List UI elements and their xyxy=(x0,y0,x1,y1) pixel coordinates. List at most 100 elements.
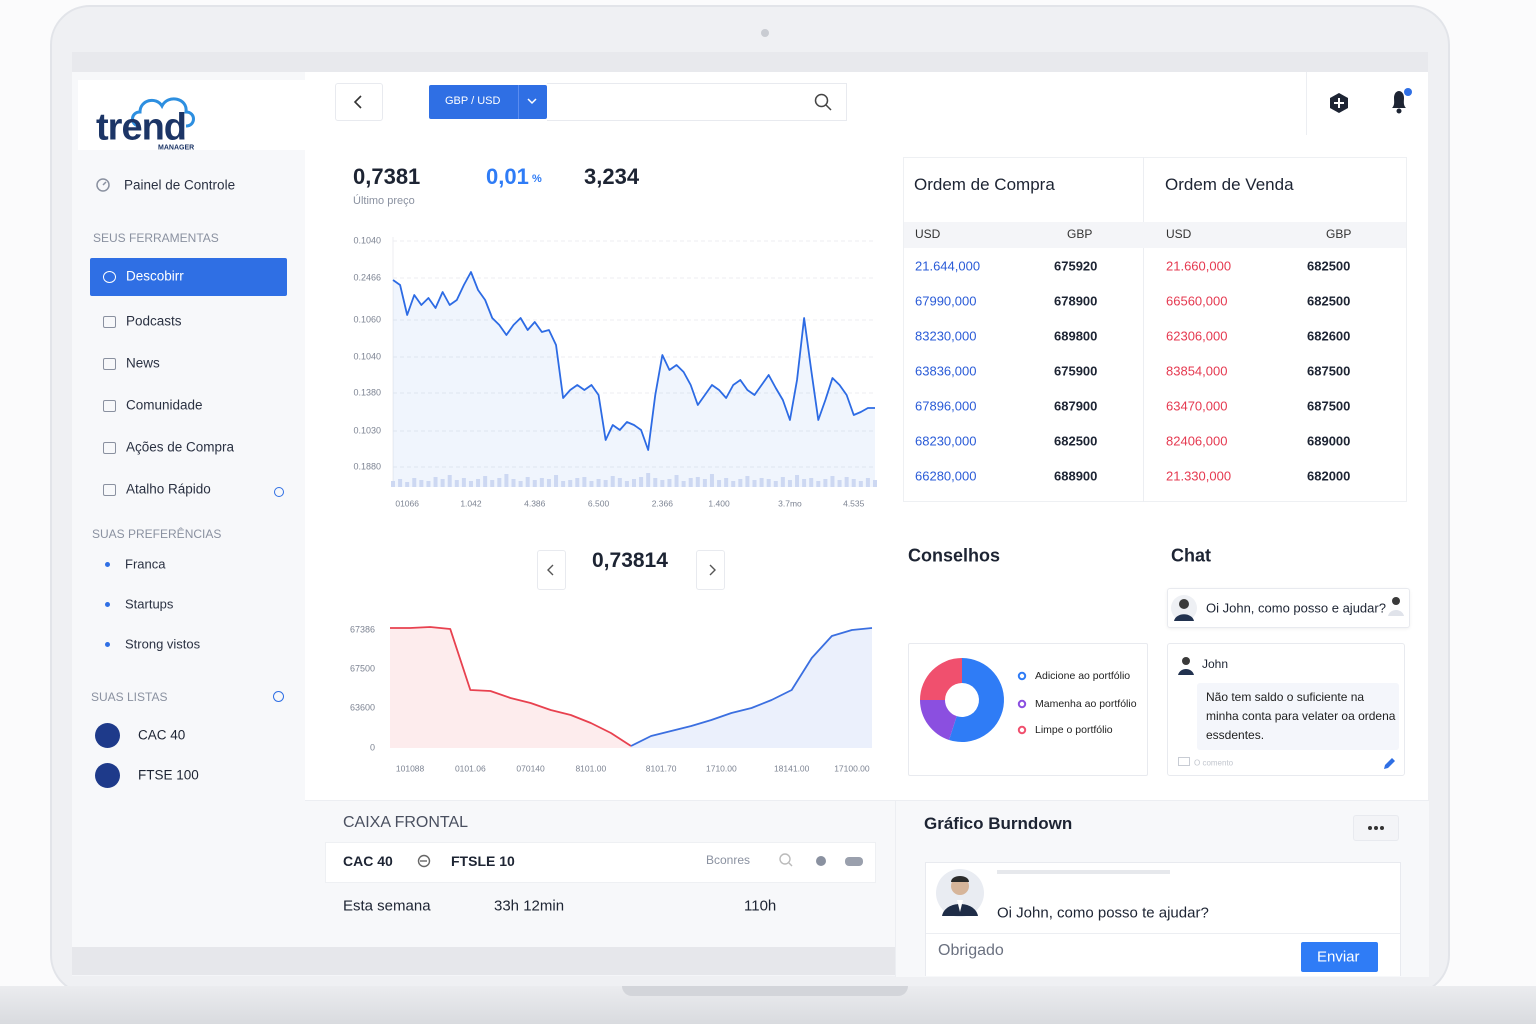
volume-bar xyxy=(809,478,814,487)
volume-bar xyxy=(426,481,431,487)
add-list-ring[interactable] xyxy=(273,691,284,702)
prev-icon xyxy=(547,564,554,576)
volume-bar xyxy=(653,478,658,487)
nav-item[interactable]: Comunidade xyxy=(126,397,203,413)
nav-dashboard[interactable]: Painel de Controle xyxy=(124,177,236,193)
volume-bar xyxy=(787,480,792,487)
nav-item[interactable]: Podcasts xyxy=(126,313,182,329)
x-tick-label: 2.366 xyxy=(652,498,674,508)
volume-bar xyxy=(490,480,495,487)
edit-icon[interactable] xyxy=(1382,757,1396,771)
volume-bar xyxy=(582,477,587,487)
volume-bar xyxy=(702,479,707,487)
order-price: 83230,000 xyxy=(915,328,977,344)
volume-bar xyxy=(568,480,573,487)
toolbar-icons[interactable] xyxy=(778,852,868,870)
list-badge xyxy=(95,723,120,748)
volume-bar xyxy=(667,479,672,487)
sidebar xyxy=(72,72,306,947)
tab[interactable]: FTSLE 10 xyxy=(451,853,515,869)
area-fill xyxy=(393,272,875,487)
nav-item[interactable]: Atalho Rápido xyxy=(126,481,211,497)
volume-bar xyxy=(518,481,523,487)
volume-bar xyxy=(532,480,537,487)
legend-marker xyxy=(1017,725,1027,735)
typing-bar xyxy=(997,870,1170,874)
volume-bar xyxy=(440,479,445,487)
nav-item[interactable]: Ações de Compra xyxy=(126,439,235,455)
column-header: USD xyxy=(915,227,941,241)
volume-bar xyxy=(759,478,764,487)
nav-item[interactable]: News xyxy=(126,355,160,371)
volume-bar xyxy=(596,479,601,487)
tool-icon xyxy=(103,271,116,283)
next-icon xyxy=(709,564,716,576)
column-header: GBP xyxy=(1067,227,1093,241)
mail-icon xyxy=(1178,757,1190,766)
back-button[interactable] xyxy=(335,83,383,121)
volume-bar xyxy=(766,479,771,487)
volume-bar xyxy=(461,478,466,487)
volume-bar xyxy=(589,481,594,487)
list-item[interactable]: CAC 40 xyxy=(138,727,186,743)
volume-bar xyxy=(660,480,665,487)
volume-bar xyxy=(816,481,821,487)
volume-bar xyxy=(795,475,800,487)
chart-prev-button[interactable] xyxy=(537,550,566,590)
bell-icon[interactable] xyxy=(1388,87,1414,115)
add-icon[interactable] xyxy=(1328,92,1350,114)
volume-bar xyxy=(639,477,644,487)
bullet xyxy=(105,562,110,567)
volume-bar xyxy=(717,480,722,487)
order-amount: 675900 xyxy=(1054,363,1098,379)
volume-bar xyxy=(603,480,608,487)
area-fill xyxy=(390,627,631,748)
legend-label: Limpe o portfólio xyxy=(1035,724,1113,736)
send-label: Enviar xyxy=(1317,948,1360,966)
burndown-message: Oi John, como posso te ajudar? xyxy=(997,904,1209,922)
advice-title: Conselhos xyxy=(908,545,1001,566)
order-price: 67896,000 xyxy=(915,398,977,414)
message-input[interactable]: Obrigado xyxy=(938,942,1004,959)
volume-bar xyxy=(398,479,403,487)
search-input[interactable] xyxy=(547,83,847,121)
send-button[interactable] xyxy=(1301,942,1378,972)
donut-slice xyxy=(920,700,957,740)
preference-item[interactable]: Franca xyxy=(125,556,166,572)
volume-bar xyxy=(738,479,743,487)
filter[interactable]: Bconres xyxy=(706,853,751,867)
search-icon[interactable] xyxy=(814,93,832,111)
preference-item[interactable]: Startups xyxy=(125,596,174,612)
x-tick-label: 4.535 xyxy=(843,498,865,508)
volume-bar xyxy=(468,481,473,487)
tool-icon xyxy=(103,442,116,454)
chart-next-button[interactable] xyxy=(696,550,725,590)
chat-reply-bubble xyxy=(1197,683,1399,750)
order-amount: 689800 xyxy=(1054,328,1098,344)
list-item[interactable]: FTSE 100 xyxy=(138,767,199,783)
tool-icon xyxy=(103,316,116,328)
menu-dots xyxy=(1368,826,1384,830)
volume-bar xyxy=(695,477,700,487)
order-price: 66560,000 xyxy=(1166,293,1228,309)
pair-dropdown[interactable] xyxy=(429,85,547,119)
tab[interactable]: CAC 40 xyxy=(343,853,393,869)
order-price: 21.644,000 xyxy=(915,258,981,274)
volume-bar xyxy=(617,478,622,487)
volume-bar xyxy=(802,479,807,487)
y-tick-label: 67500 xyxy=(350,663,375,673)
volume-bar xyxy=(610,476,615,487)
column-header: USD xyxy=(1166,227,1192,241)
section-heading: SUAS PREFERÊNCIAS xyxy=(92,527,222,541)
nav-item[interactable]: Descobirr xyxy=(126,268,184,284)
preference-item[interactable]: Strong vistos xyxy=(125,636,201,652)
line xyxy=(392,271,875,451)
x-tick-label: 1.042 xyxy=(460,498,482,508)
burndown-title: Gráfico Burndown xyxy=(924,814,1073,833)
chat-input[interactable]: O comento xyxy=(1194,758,1234,768)
avatar xyxy=(1171,595,1197,621)
order-amount: 687900 xyxy=(1054,398,1098,414)
order-amount: 688900 xyxy=(1054,468,1098,484)
order-price: 21.660,000 xyxy=(1166,258,1232,274)
